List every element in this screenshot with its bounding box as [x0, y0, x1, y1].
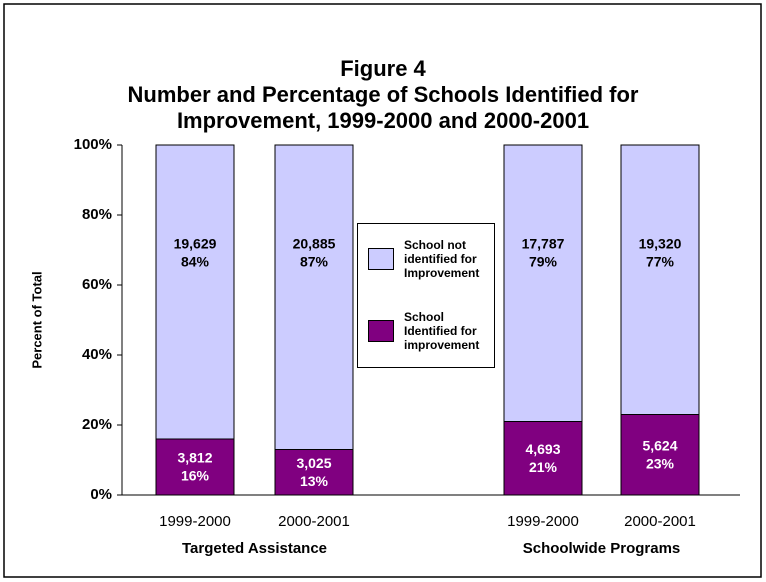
bar-segment	[155, 144, 235, 440]
legend-label: School not identified for Improvement	[404, 238, 480, 280]
count-label: 20,885	[293, 236, 336, 252]
y-tick-label: 40%	[82, 346, 112, 363]
value-label: 77%	[646, 254, 675, 270]
chart-title: Improvement, 1999-2000 and 2000-2001	[177, 108, 589, 133]
count-label: 5,624	[642, 437, 677, 453]
value-label: 87%	[300, 254, 329, 270]
count-label: 19,320	[639, 236, 682, 252]
count-label: 19,629	[174, 236, 217, 252]
value-label: 84%	[181, 254, 210, 270]
bar-segment	[620, 144, 700, 415]
legend-item: School not identified for Improvement	[368, 238, 494, 280]
x-tick-label: 2000-2001	[624, 513, 696, 530]
y-tick-label: 80%	[82, 206, 112, 223]
count-label: 4,693	[525, 441, 560, 457]
bar-segment	[274, 144, 354, 450]
value-label: 13%	[300, 473, 329, 489]
x-tick-label: 1999-2000	[507, 513, 579, 530]
bar-segment	[503, 421, 583, 496]
value-label: 79%	[529, 254, 558, 270]
count-label: 3,025	[296, 455, 331, 471]
value-label: 16%	[181, 468, 210, 484]
count-label: 3,812	[177, 450, 212, 466]
x-tick-label: 2000-2001	[278, 513, 350, 530]
x-tick-label: 1999-2000	[159, 513, 231, 530]
legend-item: School Identified for improvement	[368, 310, 494, 352]
y-tick-label: 60%	[82, 276, 112, 293]
value-label: 21%	[529, 459, 558, 475]
group-label: Targeted Assistance	[182, 540, 327, 557]
chart-title: Number and Percentage of Schools Identif…	[128, 82, 639, 107]
y-tick-label: 20%	[82, 416, 112, 433]
y-tick-label: 0%	[90, 486, 112, 503]
legend-swatch	[368, 248, 394, 270]
chart-title: Figure 4	[340, 56, 426, 81]
legend: School not identified for Improvement Sch…	[357, 223, 495, 368]
y-tick-label: 100%	[74, 136, 112, 153]
legend-label: School Identified for improvement	[404, 310, 480, 352]
group-label: Schoolwide Programs	[523, 540, 681, 557]
count-label: 17,787	[522, 236, 565, 252]
value-label: 23%	[646, 455, 675, 471]
bar-segment	[620, 414, 700, 496]
bar-segment	[503, 144, 583, 422]
y-axis-label: Percent of Total	[29, 271, 44, 368]
legend-swatch	[368, 320, 394, 342]
bar-segment	[155, 438, 235, 496]
